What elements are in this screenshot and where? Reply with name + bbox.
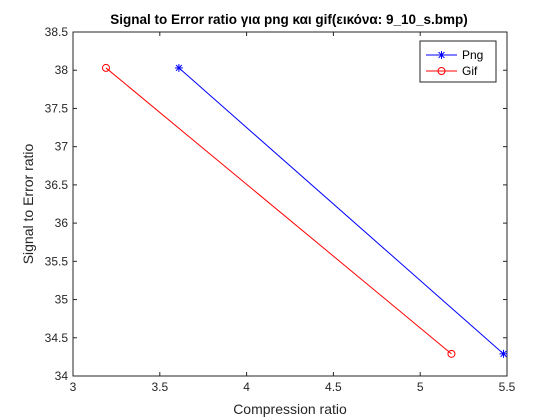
y-tick-label: 36 <box>55 216 69 230</box>
data-point-png <box>499 349 508 358</box>
x-axis-ticks: 3 3.5 4 4.5 5 5.5 <box>70 32 516 394</box>
data-point-gif <box>101 63 110 72</box>
data-point-gif <box>447 349 456 358</box>
legend-label-png: Png <box>462 48 483 62</box>
data-point-png <box>174 63 183 72</box>
series-line-gif <box>105 67 452 355</box>
legend-label-gif: Gif <box>462 64 478 78</box>
legend-items: Png Gif <box>426 48 483 78</box>
legend-marker-png <box>437 51 446 59</box>
y-axis-label: Signal to Error ratio <box>20 143 36 264</box>
y-tick-label: 34 <box>55 369 69 383</box>
y-tick-label: 38.5 <box>45 25 69 39</box>
series-line-png <box>178 67 504 355</box>
x-tick-label: 3.5 <box>151 380 168 394</box>
x-axis-label: Compression ratio <box>233 401 347 417</box>
x-tick-label: 3 <box>70 380 77 394</box>
x-tick-label: 4.5 <box>325 380 342 394</box>
legend-marker-gif <box>437 67 446 75</box>
y-tick-label: 35 <box>55 293 69 307</box>
y-tick-label: 38 <box>55 63 69 77</box>
legend: Png Gif <box>419 40 497 83</box>
x-tick-label: 5 <box>417 380 424 394</box>
y-tick-label: 37 <box>55 140 69 154</box>
y-tick-label: 35.5 <box>45 254 69 268</box>
chart-title: Signal to Error ratio για png και gif(ει… <box>110 12 468 27</box>
y-axis-ticks: 34 34.5 35 35.5 36 36.5 37 37.5 38 38.5 <box>45 25 507 383</box>
y-tick-label: 37.5 <box>45 101 69 115</box>
x-tick-label: 5.5 <box>499 380 516 394</box>
y-tick-label: 36.5 <box>45 178 69 192</box>
x-tick-label: 4 <box>243 380 250 394</box>
y-tick-label: 34.5 <box>45 331 69 345</box>
series-layer <box>101 63 508 358</box>
legend-box <box>419 40 497 83</box>
plot-area <box>72 31 508 377</box>
